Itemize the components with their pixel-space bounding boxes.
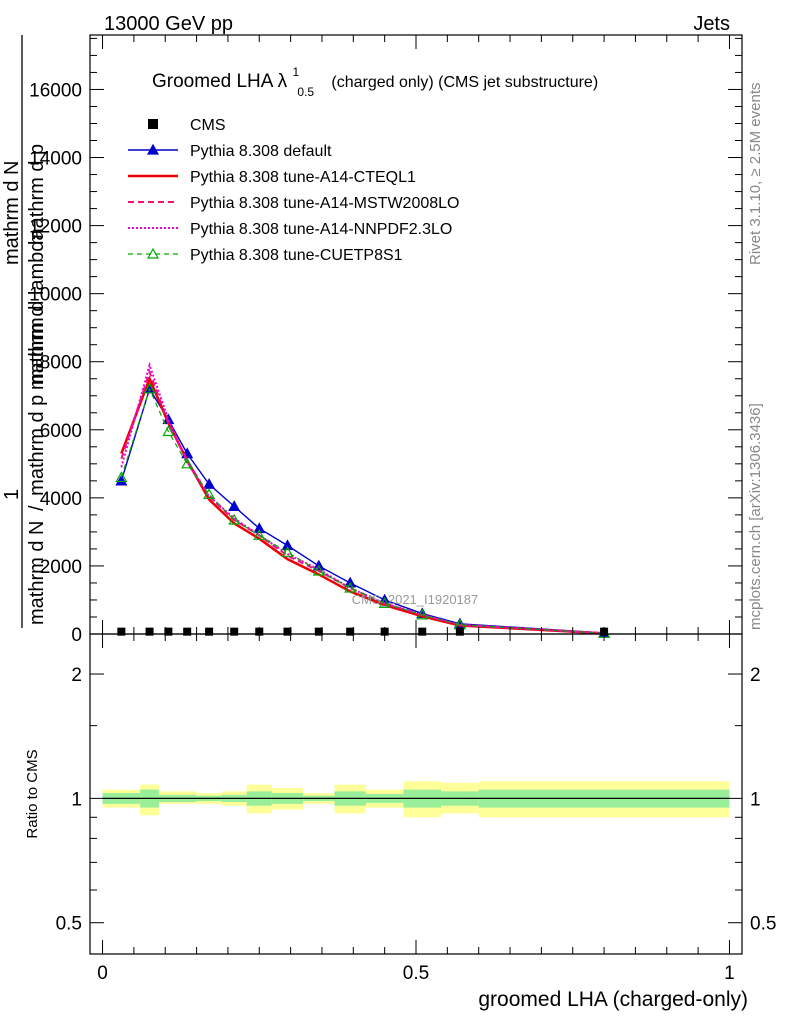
ratio-y-tick-label-right: 1: [750, 789, 761, 810]
series-marker-default: [281, 539, 294, 551]
side-rivet-label: Rivet 3.1.10, ≥ 2.5M events: [747, 83, 764, 266]
cms-data-point: [314, 627, 323, 636]
ratio-axes: 0 0.5 1 0.5 0.5 1 1 2 2: [56, 634, 776, 984]
legend-label-nnpdf: Pythia 8.308 tune-A14-NNPDF2.3LO: [190, 221, 452, 238]
series-line-cuetp8s1: [120, 387, 605, 634]
ylabel-second-num: mathrm d: [26, 306, 48, 390]
legend-label-cteql1: Pythia 8.308 tune-A14-CTEQL1: [190, 169, 416, 186]
legend-item-cteql1: Pythia 8.308 tune-A14-CTEQL1: [128, 169, 416, 186]
legend-item-nnpdf: Pythia 8.308 tune-A14-NNPDF2.3LO: [128, 221, 452, 238]
side-mcplots-label: mcplots.cern.ch [arXiv:1306.3436]: [747, 403, 764, 630]
legend-marker-default: [146, 143, 160, 155]
series-nnpdf: [120, 361, 605, 635]
ylabel-frac-one: 1: [1, 489, 23, 500]
legend-item-cuetp8s1: Pythia 8.308 tune-CUETP8S1: [128, 247, 403, 264]
plot-title: Groomed LHA λ 1 0.5 (charged only) (CMS …: [152, 60, 598, 101]
legend-item-default: Pythia 8.308 default: [128, 143, 332, 160]
legend-item-cms: CMS: [148, 117, 226, 134]
cms-data-point: [183, 627, 192, 636]
cms-data-point: [145, 627, 154, 636]
cms-data-point: [117, 627, 126, 636]
legend-label-default: Pythia 8.308 default: [190, 143, 332, 160]
y-tick-label: 12000: [29, 217, 82, 238]
legend-item-mstw: Pythia 8.308 tune-A14-MSTW2008LO: [128, 195, 459, 212]
y-tick-label: 14000: [29, 149, 82, 170]
title-subscript: 0.5: [297, 85, 314, 99]
x-tick-label: 0.5: [403, 963, 429, 984]
series-line-mstw: [120, 368, 605, 635]
cms-data-point: [418, 627, 427, 636]
main-ylabel: 1 mathrm d N mathrm d N / mathrm d p mat…: [1, 35, 48, 628]
series-marker-default: [253, 522, 266, 534]
series-line-nnpdf: [120, 361, 605, 635]
series-marker-cuetp8s1: [378, 597, 391, 608]
legend-label-mstw: Pythia 8.308 tune-A14-MSTW2008LO: [190, 195, 459, 212]
ylabel-second-den: mathrm d p: [26, 144, 48, 245]
ylabel-frac-den-b: mathrm d p: [26, 395, 48, 496]
series-marker-default: [228, 500, 241, 511]
cms-data-point: [455, 627, 464, 636]
title-superscript: 1: [292, 65, 299, 79]
header-energy-label: 13000 GeV pp: [104, 13, 233, 35]
title-main: Groomed LHA λ: [152, 71, 288, 92]
ratio-y-tick-label-right: 2: [750, 665, 761, 686]
main-panel: 0 2000 4000 6000 8000 10000 12000 14000 16000 CM…: [29, 34, 743, 646]
series-marker-cuetp8s1: [281, 546, 294, 557]
y-tick-label: 16000: [29, 80, 82, 101]
cms-data-point: [164, 627, 173, 636]
series-marker-default: [115, 474, 128, 486]
legend-marker-cuetp8s1: [146, 247, 160, 259]
y-tick-label: 8000: [40, 353, 82, 374]
x-tick-label: 0: [97, 963, 108, 984]
y-tick-label: 4000: [40, 489, 82, 510]
header-process-label: Jets: [693, 13, 730, 35]
y-tick-label: 6000: [40, 421, 82, 442]
svg-text:mathrm d N / mathr: mathrm d N / mathrm d p mathrm d lambda: [26, 229, 48, 625]
ratio-ylabel: Ratio to CMS: [24, 749, 41, 838]
series-marker-cuetp8s1: [203, 488, 216, 500]
ratio-y-tick-label-right: 0.5: [750, 914, 776, 935]
ratio-y-tick-label: 2: [71, 665, 82, 686]
legend-marker-cms: [148, 119, 158, 129]
series-marker-cuetp8s1: [228, 513, 241, 525]
main-plot-area: [115, 361, 611, 638]
main-axes: 0 2000 4000 6000 8000 10000 12000 14000 16000: [29, 35, 742, 646]
y-tick-label: 2000: [40, 557, 82, 578]
ylabel-frac-den-a: mathrm d N: [26, 521, 48, 625]
legend-label-cuetp8s1: Pythia 8.308 tune-CUETP8S1: [190, 247, 403, 264]
ylabel-frac-num: mathrm d N: [1, 161, 23, 265]
y-tick-label: 0: [71, 625, 82, 646]
series-marker-cuetp8s1: [162, 425, 175, 437]
cms-data-point: [205, 627, 214, 636]
legend-label-cms: CMS: [190, 117, 226, 134]
x-axis-label: groomed LHA (charged-only): [478, 988, 748, 1011]
legend: CMS Pythia 8.308 default Pythia 8.308 tune…: [128, 117, 459, 264]
ratio-plot-area: [102, 781, 730, 818]
ratio-frame: [89, 633, 743, 955]
ylabel-frac-den-c: mathrm d lambda: [26, 229, 48, 385]
series-marker-cuetp8s1: [344, 581, 357, 593]
series-marker-cuetp8s1: [143, 382, 156, 394]
ratio-y-tick-label: 0.5: [56, 914, 82, 935]
ratio-panel: 0 0.5 1 0.5 0.5 1 1 2 2: [56, 633, 776, 984]
series-marker-cuetp8s1: [253, 529, 266, 540]
cms-data-point: [230, 627, 239, 636]
series-mstw: [120, 368, 605, 635]
y-tick-label: 10000: [29, 285, 82, 306]
series-marker-cuetp8s1: [416, 608, 429, 620]
series-marker-cuetp8s1: [312, 564, 325, 576]
series-marker-cuetp8s1: [181, 457, 194, 469]
ratio-y-tick-label: 1: [71, 789, 82, 810]
svg-text:Groomed LHA λ 1 0.: Groomed LHA λ 1 0.5 (charged only) (CMS …: [152, 60, 598, 101]
cms-data-point: [283, 627, 292, 636]
x-tick-label: 1: [724, 963, 735, 984]
series-marker-cuetp8s1: [115, 471, 128, 483]
cms-data-point: [346, 627, 355, 636]
analysis-watermark: CMS_2021_I1920187: [352, 592, 479, 607]
title-rest: (charged only) (CMS jet substructure): [331, 74, 598, 91]
